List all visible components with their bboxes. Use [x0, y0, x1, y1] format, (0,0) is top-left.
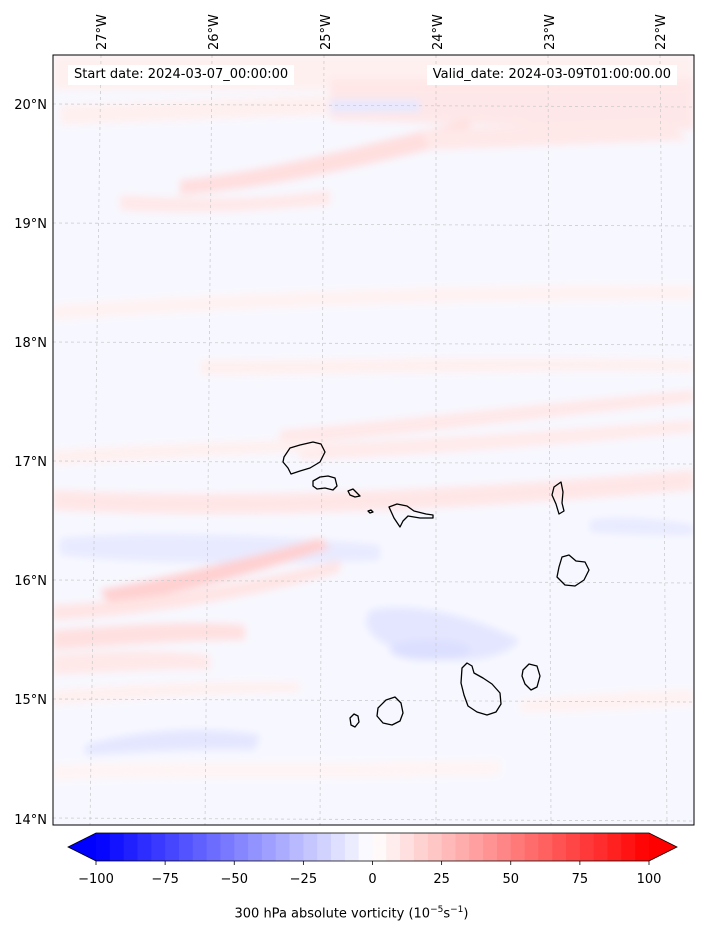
colorbar-tick-label: −100 [78, 872, 114, 887]
colorbar-segment [109, 833, 125, 861]
colorbar-segment [137, 833, 152, 861]
colorbar-segment [496, 833, 512, 861]
colorbar-segment [579, 833, 595, 861]
colorbar-segment [469, 833, 484, 861]
colorbar-segment [178, 833, 194, 861]
colorbar-segment [344, 833, 360, 861]
colorbar-segment [151, 833, 166, 861]
map-frame [52, 54, 695, 826]
colorbar-segment [621, 833, 636, 861]
start-date-label: Start date: 2024-03-07_00:00:00 [68, 65, 295, 85]
colorbar-segment [234, 833, 249, 861]
island-boa-vista [556, 554, 590, 587]
island-santa-luzia [347, 488, 361, 498]
colorbar-tick-label: 75 [572, 872, 589, 887]
colorbar-segment [455, 833, 470, 861]
colorbar-segment [261, 833, 277, 861]
island-sao-nicolau [388, 503, 434, 528]
colorbar-segment [192, 833, 208, 861]
colorbar-tick-label: 0 [368, 872, 376, 887]
colorbar-segment [123, 833, 138, 861]
colorbar-segment [400, 833, 415, 861]
colorbar-tick-label: 100 [637, 872, 662, 887]
lon-label: 23°W [543, 14, 558, 50]
colorbar-segment [524, 833, 539, 861]
latitude-labels: 20°N 19°N 18°N 17°N 16°N 15°N 14°N [14, 98, 47, 828]
colorbar-tick-label: 50 [502, 872, 519, 887]
colorbar-segment [303, 833, 318, 861]
colorbar-segment [289, 833, 304, 861]
lon-label: 27°W [95, 14, 110, 50]
colorbar-segment [220, 833, 235, 861]
lat-label: 17°N [14, 455, 47, 470]
lon-label: 24°W [431, 14, 446, 50]
colorbar-segment [552, 833, 567, 861]
island-brava [349, 713, 360, 728]
colorbar-segment [441, 833, 456, 861]
colorbar-extend-max [649, 833, 677, 861]
colorbar-ticks: −100 −75 −50 −25 0 25 50 75 100 [78, 861, 661, 887]
colorbar-segment [538, 833, 553, 861]
lat-label: 20°N [14, 98, 47, 113]
colorbar-segment [372, 833, 387, 861]
island-maio [521, 663, 541, 691]
colorbar-segment [331, 833, 346, 861]
island-santo-antao [282, 441, 326, 475]
lat-label: 14°N [14, 813, 47, 828]
coastlines [282, 441, 590, 728]
colorbar-segment [165, 833, 180, 861]
colorbar-segments [96, 833, 650, 861]
island-fogo [376, 696, 404, 726]
lat-label: 18°N [14, 336, 47, 351]
colorbar-label-unit: s [443, 906, 451, 922]
lat-label: 16°N [14, 574, 47, 589]
colorbar-label-exp: −5 [430, 905, 444, 915]
colorbar-segment [413, 833, 429, 861]
island-sao-vicente [312, 475, 338, 491]
colorbar-segment [607, 833, 622, 861]
lon-label: 25°W [319, 14, 334, 50]
colorbar-segment [386, 833, 401, 861]
colorbar-tick-label: −25 [290, 872, 317, 887]
island-ilheu-raso [367, 509, 374, 514]
colorbar: −100 −75 −50 −25 0 25 50 75 100 [67, 832, 678, 887]
colorbar-segment [358, 833, 373, 861]
vorticity-field [53, 55, 694, 780]
lat-label: 15°N [14, 693, 47, 708]
colorbar-tick-label: 25 [433, 872, 450, 887]
colorbar-segment [510, 833, 526, 861]
colorbar-segment [248, 833, 263, 861]
colorbar-segment [566, 833, 581, 861]
colorbar-label-end: ) [463, 906, 469, 922]
colorbar-segment [593, 833, 609, 861]
graticule [53, 55, 694, 825]
lat-label: 19°N [14, 217, 47, 232]
colorbar-segment [635, 833, 650, 861]
lon-label: 26°W [207, 14, 222, 50]
colorbar-extend-min [68, 833, 96, 861]
colorbar-segment [483, 833, 498, 861]
colorbar-label-text: 300 hPa absolute vorticity (10 [234, 906, 431, 922]
island-sal [551, 481, 565, 515]
colorbar-segment [317, 833, 332, 861]
colorbar-segment [427, 833, 443, 861]
colorbar-label-exp: −1 [450, 905, 464, 915]
island-santiago [460, 662, 502, 716]
lon-label: 22°W [654, 14, 669, 50]
longitude-labels: 27°W 26°W 25°W 24°W 23°W 22°W [95, 14, 669, 50]
colorbar-tick-label: −50 [221, 872, 248, 887]
valid-date-label: Valid_date: 2024-03-09T01:00:00.00 [426, 65, 677, 85]
colorbar-segment [275, 833, 291, 861]
colorbar-segment [96, 833, 111, 861]
colorbar-segment [206, 833, 221, 861]
colorbar-label: 300 hPa absolute vorticity (10−5s−1) [0, 905, 703, 921]
colorbar-tick-label: −75 [151, 872, 178, 887]
